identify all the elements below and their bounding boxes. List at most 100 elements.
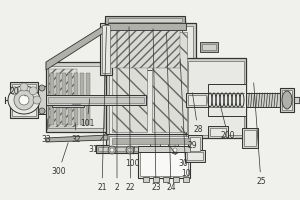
Bar xyxy=(62,73,65,125)
Bar xyxy=(96,145,196,153)
Bar xyxy=(100,23,112,75)
Bar xyxy=(46,95,146,105)
Text: 22: 22 xyxy=(126,27,135,192)
Bar xyxy=(183,177,189,182)
Ellipse shape xyxy=(108,146,116,154)
Bar xyxy=(109,136,193,146)
Bar xyxy=(200,42,218,52)
Text: 31: 31 xyxy=(88,132,106,154)
Bar xyxy=(48,66,104,128)
Ellipse shape xyxy=(126,146,134,154)
Bar xyxy=(188,95,206,105)
Text: 33: 33 xyxy=(42,119,51,144)
Bar xyxy=(112,32,147,132)
Ellipse shape xyxy=(171,146,179,154)
Bar xyxy=(208,126,228,138)
Text: 21: 21 xyxy=(97,27,107,192)
Bar xyxy=(10,82,38,118)
Bar xyxy=(86,73,89,125)
Bar xyxy=(138,146,190,152)
Bar xyxy=(12,84,36,116)
Ellipse shape xyxy=(20,83,28,91)
Bar xyxy=(140,152,188,176)
Bar xyxy=(68,73,71,125)
Ellipse shape xyxy=(110,148,114,152)
Text: 100: 100 xyxy=(125,147,139,168)
Bar xyxy=(163,177,169,182)
Bar xyxy=(112,138,190,144)
Bar xyxy=(110,24,180,68)
Text: 300: 300 xyxy=(51,143,68,176)
Bar xyxy=(208,84,246,116)
Ellipse shape xyxy=(173,148,177,152)
Bar xyxy=(280,88,294,112)
Bar xyxy=(210,128,226,136)
Bar xyxy=(185,150,205,162)
Bar xyxy=(38,86,46,114)
Bar xyxy=(108,22,182,70)
Ellipse shape xyxy=(128,148,132,152)
Text: 101: 101 xyxy=(80,99,94,129)
Bar xyxy=(186,93,208,107)
Bar xyxy=(105,20,185,72)
Text: 25: 25 xyxy=(254,83,266,186)
Bar xyxy=(50,73,53,125)
Bar xyxy=(105,16,185,24)
Bar xyxy=(80,73,83,125)
Polygon shape xyxy=(46,135,108,142)
Bar xyxy=(188,61,244,135)
Bar xyxy=(108,18,182,22)
Text: 200: 200 xyxy=(220,103,235,140)
Bar xyxy=(202,44,216,50)
Bar xyxy=(186,58,246,138)
Ellipse shape xyxy=(39,108,45,114)
Ellipse shape xyxy=(19,95,29,105)
Bar xyxy=(54,97,82,105)
Bar xyxy=(244,130,256,146)
Bar xyxy=(150,140,160,148)
Ellipse shape xyxy=(29,87,37,95)
Ellipse shape xyxy=(8,86,40,114)
Bar xyxy=(173,177,179,182)
Bar xyxy=(242,128,258,148)
Ellipse shape xyxy=(33,96,41,104)
Text: 29: 29 xyxy=(181,126,197,150)
Polygon shape xyxy=(108,23,186,30)
Bar xyxy=(56,73,59,125)
Bar xyxy=(294,97,299,103)
Bar xyxy=(282,90,292,110)
Text: 30: 30 xyxy=(170,146,188,168)
Bar xyxy=(143,177,149,182)
Bar xyxy=(106,23,196,138)
Text: 10: 10 xyxy=(180,59,191,178)
Bar xyxy=(98,147,194,151)
Bar xyxy=(72,98,80,104)
Bar xyxy=(49,69,77,127)
Text: 23: 23 xyxy=(151,29,161,192)
Bar xyxy=(48,97,144,103)
Text: 24: 24 xyxy=(166,33,176,192)
Text: 2: 2 xyxy=(115,31,119,192)
Text: 28: 28 xyxy=(192,93,203,134)
Bar xyxy=(168,140,178,148)
Polygon shape xyxy=(46,23,108,70)
Bar xyxy=(152,32,187,132)
Bar xyxy=(187,152,203,160)
Ellipse shape xyxy=(39,85,45,91)
Text: 32: 32 xyxy=(72,123,81,144)
Ellipse shape xyxy=(14,90,34,110)
Bar xyxy=(190,137,200,151)
Bar xyxy=(74,73,77,125)
Text: 20: 20 xyxy=(10,88,26,97)
Bar xyxy=(153,177,159,182)
Bar xyxy=(52,95,84,107)
Bar xyxy=(246,93,280,107)
Bar xyxy=(46,62,108,132)
Bar xyxy=(188,135,202,153)
Bar xyxy=(102,25,110,73)
Ellipse shape xyxy=(282,91,292,109)
Bar xyxy=(106,134,196,148)
Bar xyxy=(138,150,190,178)
Bar xyxy=(109,26,193,135)
Ellipse shape xyxy=(11,87,19,95)
